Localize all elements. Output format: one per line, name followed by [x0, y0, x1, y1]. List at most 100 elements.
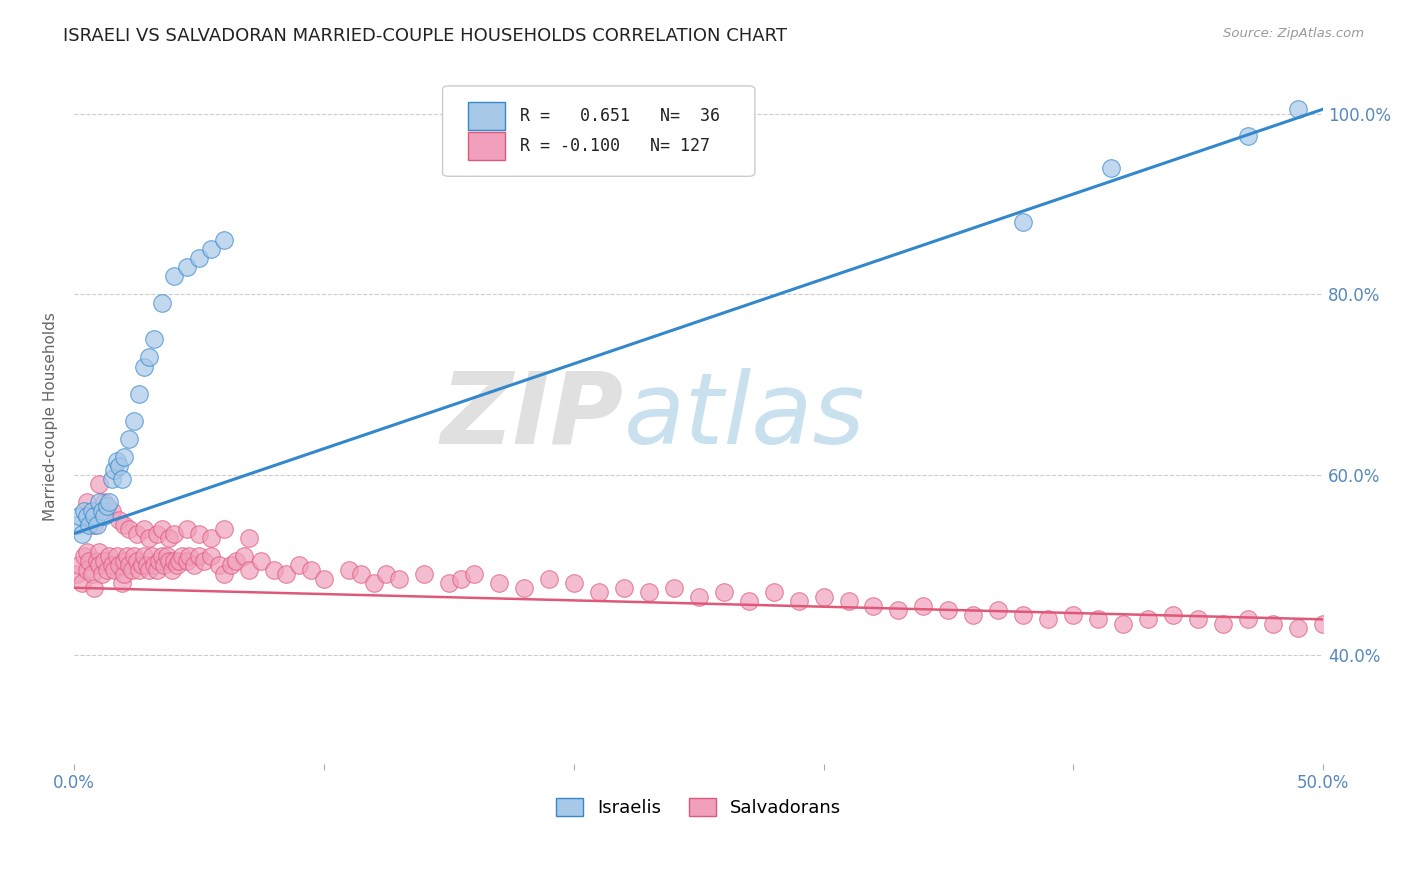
Point [238, 563, 260, 577]
Point [193, 554, 215, 568]
Point [787, 594, 810, 608]
Text: R = -0.100   N= 127: R = -0.100 N= 127 [520, 137, 710, 155]
Point [118, 432, 141, 446]
Point [132, 359, 155, 374]
Point [118, 558, 141, 573]
Point [131, 558, 153, 573]
Point [122, 414, 145, 428]
Point [363, 576, 385, 591]
Point [200, 549, 222, 563]
Point [73, 504, 96, 518]
Point [87, 544, 110, 558]
Point [150, 549, 173, 563]
Point [837, 594, 859, 608]
Point [1286, 621, 1309, 635]
Point [83, 517, 105, 532]
Point [110, 576, 132, 591]
Point [200, 531, 222, 545]
Point [83, 508, 105, 523]
Y-axis label: Married-couple Households: Married-couple Households [44, 311, 58, 521]
Point [163, 554, 186, 568]
Point [76, 563, 98, 577]
Point [337, 563, 360, 577]
Point [1087, 612, 1109, 626]
Point [163, 269, 186, 284]
Point [188, 251, 211, 265]
Point [145, 526, 167, 541]
Point [762, 585, 785, 599]
Point [112, 567, 135, 582]
Point [96, 500, 118, 514]
Point [188, 549, 211, 563]
Point [87, 495, 110, 509]
Point [93, 554, 115, 568]
Point [112, 554, 135, 568]
Point [157, 531, 180, 545]
Point [115, 549, 138, 563]
Point [86, 554, 108, 568]
Point [1038, 612, 1060, 626]
Point [862, 599, 884, 613]
Point [1012, 215, 1035, 229]
Point [513, 581, 536, 595]
Point [67, 508, 90, 523]
Point [388, 572, 411, 586]
Point [80, 567, 103, 582]
Point [1237, 612, 1260, 626]
Point [108, 558, 131, 573]
Point [537, 572, 560, 586]
Point [132, 522, 155, 536]
Point [375, 567, 398, 582]
Point [141, 549, 163, 563]
Point [713, 585, 735, 599]
FancyBboxPatch shape [443, 86, 755, 177]
Point [299, 563, 322, 577]
Point [212, 522, 235, 536]
Point [813, 590, 835, 604]
Point [77, 554, 100, 568]
Point [250, 554, 273, 568]
Point [80, 504, 103, 518]
Text: ZIP: ZIP [440, 368, 624, 465]
Point [128, 386, 150, 401]
Point [170, 549, 193, 563]
Point [112, 450, 135, 464]
Point [143, 558, 166, 573]
Point [155, 549, 177, 563]
Point [125, 554, 148, 568]
Point [83, 581, 105, 595]
Point [1312, 616, 1334, 631]
Point [613, 581, 636, 595]
Point [200, 242, 222, 256]
Point [73, 549, 96, 563]
Point [163, 526, 186, 541]
Point [96, 563, 118, 577]
Point [87, 558, 110, 573]
Point [100, 558, 122, 573]
Point [233, 549, 256, 563]
Point [437, 576, 460, 591]
Point [1237, 129, 1260, 144]
Point [208, 558, 231, 573]
Point [122, 549, 145, 563]
Point [183, 558, 205, 573]
Point [100, 472, 122, 486]
Point [737, 594, 759, 608]
Point [662, 581, 685, 595]
Point [121, 563, 143, 577]
Point [987, 603, 1010, 617]
Point [150, 296, 173, 310]
Point [288, 558, 311, 573]
Point [238, 531, 260, 545]
Point [148, 554, 170, 568]
Point [1212, 616, 1234, 631]
Point [176, 260, 198, 275]
Point [132, 549, 155, 563]
Point [145, 563, 167, 577]
Point [76, 544, 98, 558]
Point [67, 558, 90, 573]
Text: R =   0.651   N=  36: R = 0.651 N= 36 [520, 107, 720, 125]
Point [225, 554, 247, 568]
Point [1161, 607, 1184, 622]
Point [1187, 612, 1209, 626]
